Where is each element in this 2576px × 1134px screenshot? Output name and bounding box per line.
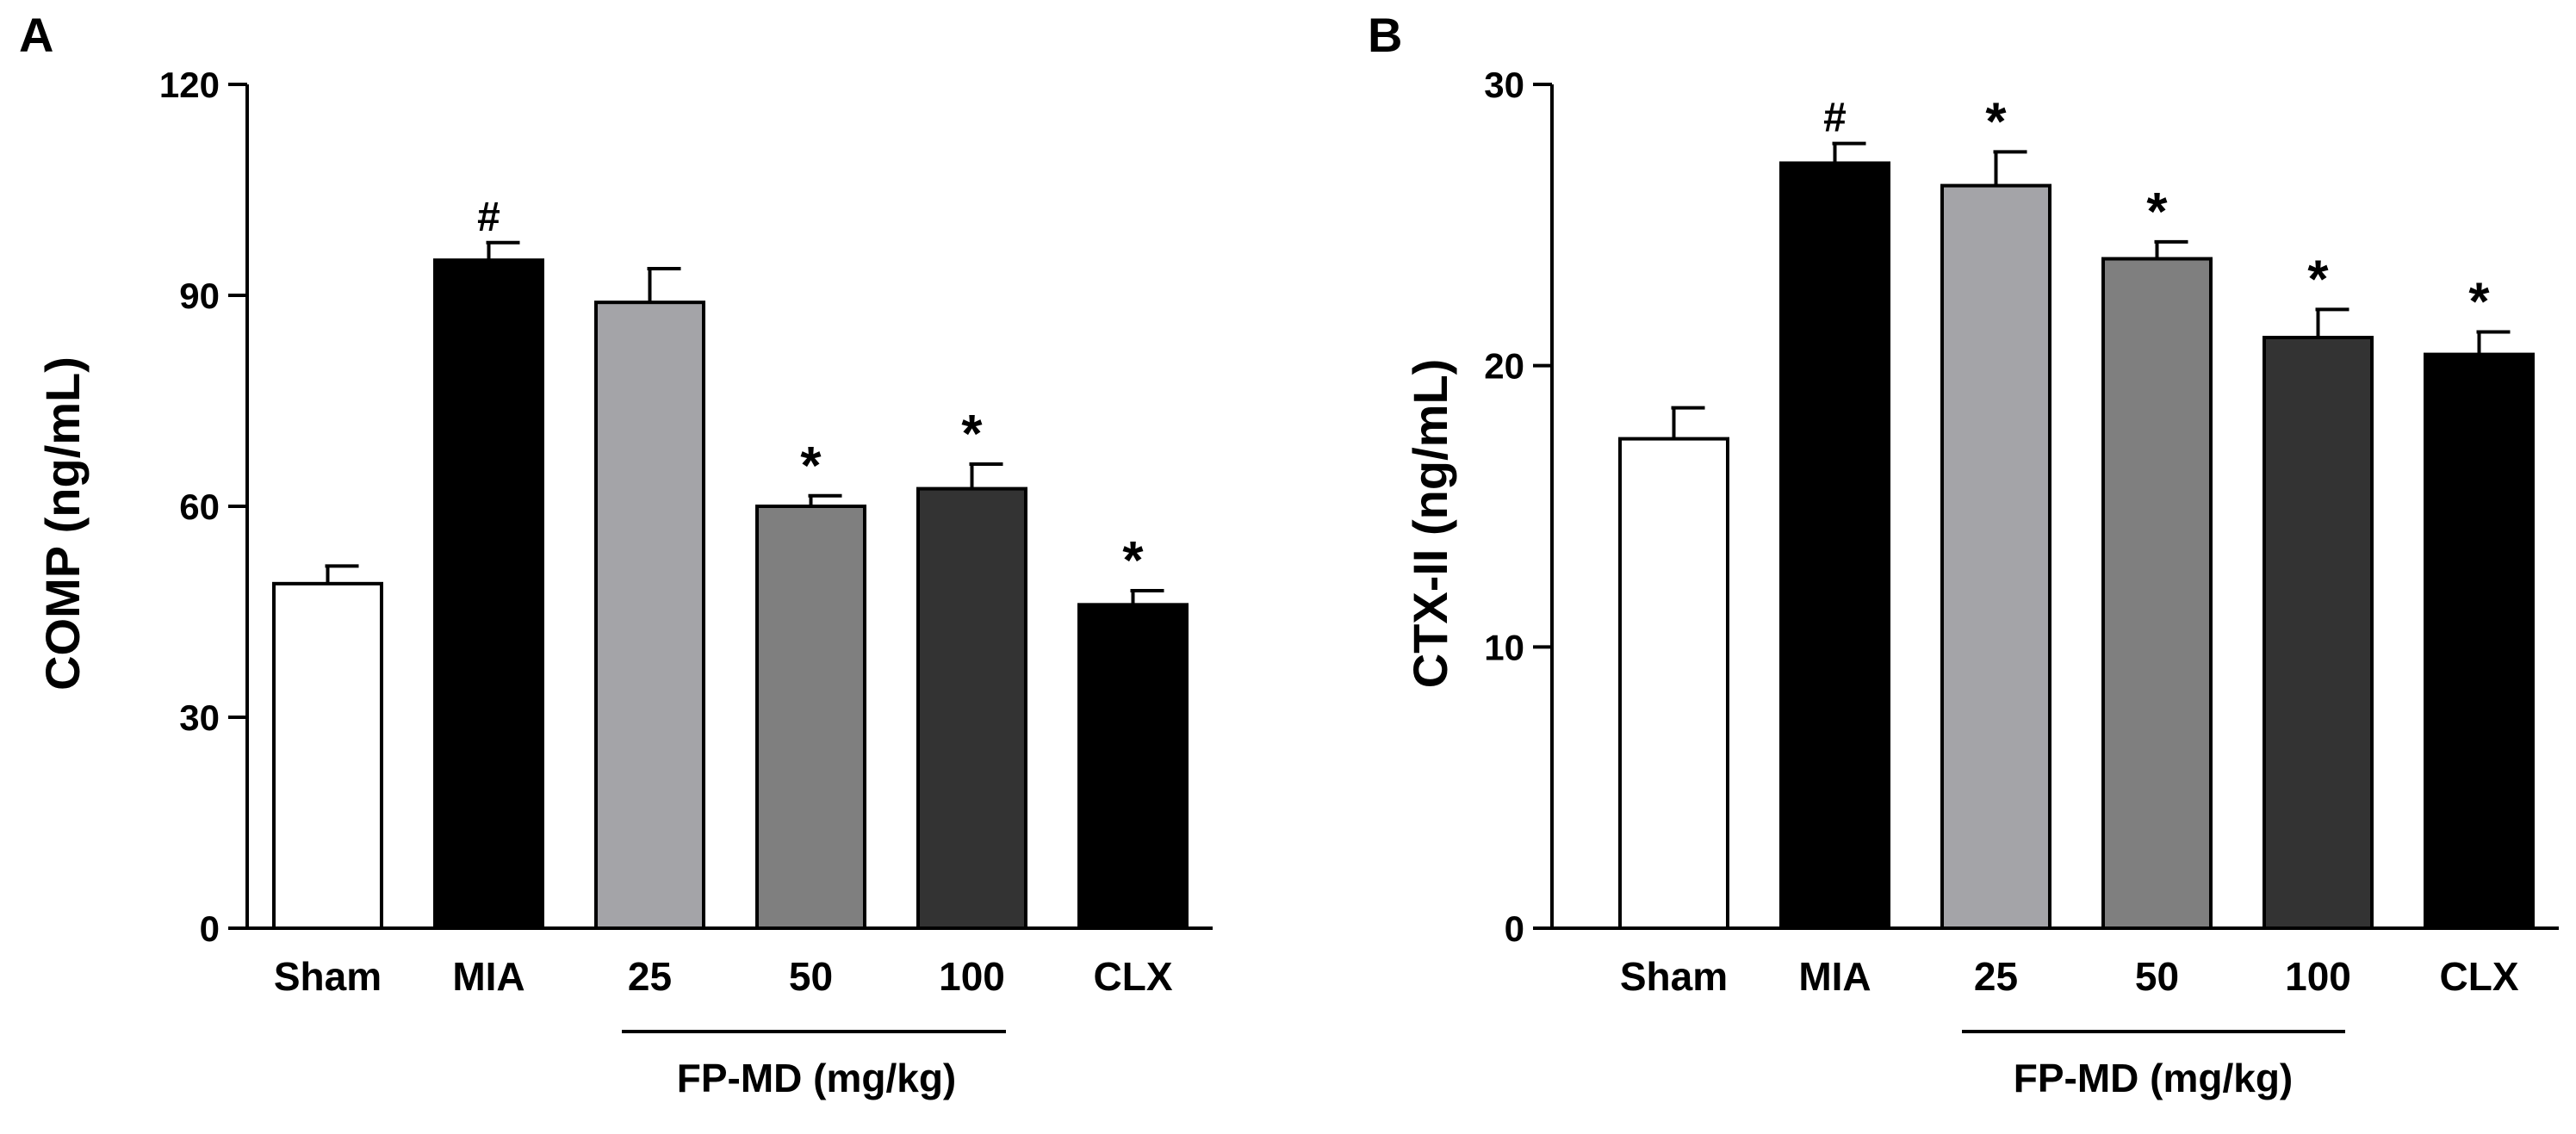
significance-marker: * bbox=[961, 405, 983, 464]
x-tick-label: Sham bbox=[274, 954, 382, 999]
y-tick-label: 0 bbox=[1505, 908, 1524, 949]
x-tick-label: Sham bbox=[1620, 954, 1728, 999]
panel-b: B 0 10 20 30 CTX-II (ng/mL) Sham # MIA * 25 * 50 * 100… bbox=[1368, 8, 2559, 1100]
y-tick-label: 10 bbox=[1484, 627, 1524, 667]
x-tick-label: MIA bbox=[452, 954, 525, 999]
significance-marker: * bbox=[2307, 250, 2329, 309]
bar-clx bbox=[2424, 352, 2535, 931]
bar-clx bbox=[1077, 603, 1189, 930]
bar-100 bbox=[916, 486, 1027, 930]
group-label: FP-MD (mg/kg) bbox=[677, 1056, 957, 1100]
panel-label: B bbox=[1368, 8, 1402, 62]
x-tick-label: 25 bbox=[628, 954, 672, 999]
x-tick-label: 25 bbox=[1974, 954, 2018, 999]
x-tick-label: 100 bbox=[939, 954, 1005, 999]
bar-25 bbox=[594, 301, 705, 930]
significance-marker: * bbox=[1985, 92, 2007, 152]
y-tick-label: 60 bbox=[179, 486, 220, 527]
bar-mia bbox=[433, 258, 544, 930]
y-tick-label: 90 bbox=[179, 276, 220, 316]
significance-marker: * bbox=[2146, 183, 2168, 242]
group-label: FP-MD (mg/kg) bbox=[2014, 1056, 2294, 1100]
bar-sham bbox=[1618, 437, 1729, 931]
bar-50 bbox=[755, 505, 866, 930]
y-axis-title: CTX-II (ng/mL) bbox=[1403, 359, 1457, 689]
x-tick-label: MIA bbox=[1798, 954, 1871, 999]
panel-a: A 0 30 60 90 120 COMP (ng/mL) Sham # MIA 25 * 50 * 100… bbox=[19, 8, 1213, 1100]
y-tick-label: 30 bbox=[179, 697, 220, 738]
x-tick-label: 100 bbox=[2285, 954, 2351, 999]
bar-100 bbox=[2263, 336, 2374, 930]
bar-sham bbox=[272, 581, 383, 930]
significance-marker: # bbox=[1823, 96, 1847, 141]
significance-marker: * bbox=[800, 437, 822, 496]
panel-label: A bbox=[19, 8, 53, 62]
y-tick-label: 120 bbox=[159, 65, 220, 105]
bar-50 bbox=[2101, 257, 2213, 930]
y-tick-label: 0 bbox=[200, 908, 220, 949]
bar-mia bbox=[1779, 161, 1890, 930]
x-tick-label: 50 bbox=[2135, 954, 2179, 999]
y-tick-label: 30 bbox=[1484, 65, 1524, 105]
y-axis-title: COMP (ng/mL) bbox=[35, 356, 90, 691]
bar-25 bbox=[1940, 183, 2051, 931]
significance-marker: # bbox=[477, 195, 500, 240]
significance-marker: * bbox=[1122, 531, 1144, 591]
x-tick-label: CLX bbox=[1094, 954, 1173, 999]
y-tick-label: 20 bbox=[1484, 346, 1524, 387]
significance-marker: * bbox=[2468, 272, 2490, 332]
x-tick-label: CLX bbox=[2440, 954, 2519, 999]
x-tick-label: 50 bbox=[789, 954, 833, 999]
